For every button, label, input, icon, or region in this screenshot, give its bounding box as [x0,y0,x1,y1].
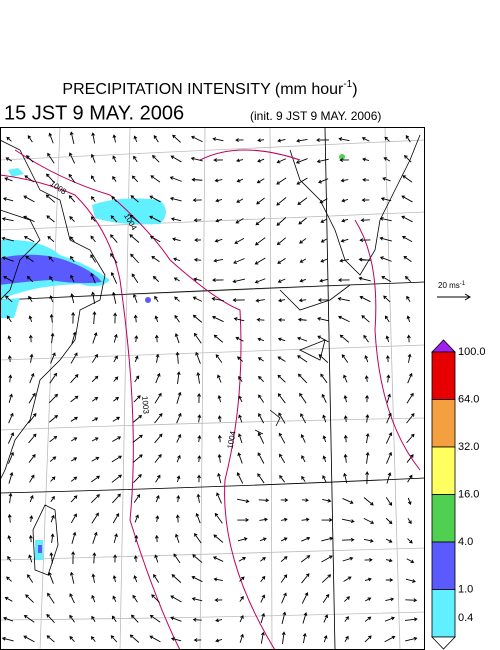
wind-arrows [1,131,418,644]
colorbar-segment [431,351,456,400]
colorbar: 100.0 64.0 32.0 16.0 4.0 1.0 0.4 [431,339,486,650]
colorbar-segment [431,541,456,590]
vector-legend-arrow [437,293,471,301]
vector-unit: 20 ms [438,281,460,290]
major-grid [0,127,425,650]
map-frame [0,127,425,650]
title: PRECIPITATION INTENSITY (mm hour-1) [62,79,357,99]
vector-legend-label: 20 ms-1 [438,281,466,291]
title-end: ) [352,81,357,98]
contour-label: 1008 [48,179,68,197]
valid-time: 15 JST 9 MAY. 2006 [4,102,184,124]
colorbar-label: 64.0 [458,393,479,405]
contour-label: 1003 [140,396,151,415]
wind-vectors [1,131,418,644]
vector-unit-sup: -1 [460,281,466,287]
precipitation [0,154,345,560]
colorbar-segment [431,446,456,495]
colorbar-label: 4.0 [458,536,473,548]
title-text: PRECIPITATION INTENSITY (mm hour [62,81,344,98]
colorbar-label: 100.0 [458,346,486,358]
init-time: (init. 9 JST 9 MAY. 2006) [250,109,381,123]
colorbar-label: 1.0 [458,583,473,595]
colorbar-over [431,339,456,353]
coastline [0,134,421,576]
colorbar-label: 16.0 [458,488,479,500]
vector-legend: 20 ms-1 [437,281,471,301]
colorbar-label: 32.0 [458,441,479,453]
title-sup: -1 [343,79,352,90]
colorbar-label: 0.4 [458,612,473,624]
contour-label: 1004 [226,430,238,450]
colorbar-segment [431,494,456,543]
isobars [0,149,421,650]
lat-lon-grid [0,127,425,650]
colorbar-segment [431,399,456,448]
colorbar-segment [431,589,456,638]
colorbar-under [431,636,456,650]
